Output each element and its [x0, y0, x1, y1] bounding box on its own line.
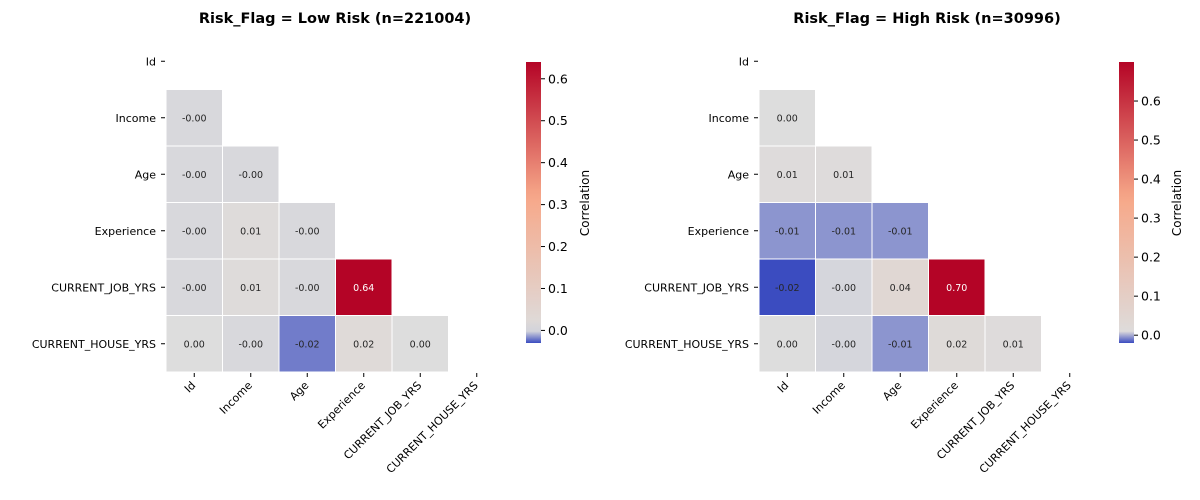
y-tick-label: CURRENT_JOB_YRS: [51, 281, 156, 294]
cell-value-label: 0.01: [240, 283, 261, 294]
cell-value-label: 0.00: [184, 339, 205, 350]
heatmap-cell: [335, 315, 393, 373]
heatmap-cell: [165, 145, 223, 203]
heatmap-cell: [928, 258, 986, 316]
chart-title: Risk_Flag = Low Risk (n=221004): [199, 11, 471, 27]
y-tick-label: Id: [146, 55, 156, 68]
heatmap-cell: [815, 258, 873, 316]
colorbar-tick-label: 0.6: [1141, 94, 1161, 109]
heatmap-cell: [222, 258, 280, 316]
cell-value-label: -0.00: [182, 170, 207, 181]
y-tick-label: Experience: [95, 225, 157, 238]
colorbar-tick-label: 0.3: [1141, 211, 1161, 226]
y-tick-label: Age: [728, 168, 750, 181]
cell-value-label: 0.00: [777, 113, 798, 124]
cell-value-label: -0.02: [775, 283, 800, 294]
heatmap-cell: [815, 202, 873, 260]
x-tick-label: Id: [775, 379, 791, 395]
heatmap-cell: [391, 315, 449, 373]
heatmap-cell: [278, 315, 336, 373]
heatmap-cell: [335, 258, 393, 316]
colorbar-tick-label: 0.1: [1141, 289, 1161, 304]
x-tick-label: CURRENT_HOUSE_YRS: [384, 379, 481, 476]
cell-value-label: -0.02: [295, 339, 320, 350]
cell-value-label: -0.00: [182, 226, 207, 237]
y-tick-label: Income: [709, 112, 750, 125]
y-tick-label: CURRENT_JOB_YRS: [644, 281, 749, 294]
heatmap-cell: [984, 315, 1042, 373]
cell-value-label: -0.00: [295, 226, 320, 237]
x-tick-label: Id: [182, 379, 198, 395]
colorbar-label: Correlation: [578, 170, 592, 236]
cell-value-label: 0.02: [353, 339, 374, 350]
colorbar-tick-label: 0.1: [548, 281, 568, 296]
x-tick-label: Age: [287, 379, 311, 403]
cell-value-label: 0.01: [1003, 339, 1024, 350]
colorbar-tick-label: 0.0: [548, 323, 568, 338]
x-tick-label: Experience: [315, 379, 368, 432]
heatmap-cell: [871, 315, 929, 373]
cell-value-label: -0.00: [831, 283, 856, 294]
cell-value-label: -0.01: [775, 226, 800, 237]
cell-value-label: 0.01: [240, 226, 261, 237]
cell-value-label: -0.00: [238, 339, 263, 350]
cell-value-label: -0.01: [831, 226, 856, 237]
colorbar-label: Correlation: [1170, 170, 1184, 236]
heatmap-cell: [758, 202, 816, 260]
cell-value-label: 0.64: [353, 283, 374, 294]
heatmap-cell: [165, 89, 223, 147]
colorbar-tick-label: 0.5: [548, 113, 568, 128]
cell-value-label: -0.00: [238, 170, 263, 181]
y-tick-label: Experience: [688, 225, 750, 238]
y-tick-label: Income: [116, 112, 157, 125]
cell-value-label: 0.01: [777, 170, 798, 181]
cell-value-label: -0.00: [295, 283, 320, 294]
cell-value-label: 0.02: [946, 339, 967, 350]
y-tick-label: Age: [135, 168, 157, 181]
colorbar-tick-label: 0.4: [548, 155, 568, 170]
colorbar: [526, 62, 541, 343]
cell-value-label: 0.00: [410, 339, 431, 350]
heatmap-cell: [871, 258, 929, 316]
colorbar-tick-label: 0.0: [1141, 328, 1161, 343]
y-tick-label: Id: [739, 55, 749, 68]
heatmap-cell: [222, 315, 280, 373]
chart-title: Risk_Flag = High Risk (n=30996): [793, 11, 1060, 27]
heatmap-cell: [928, 315, 986, 373]
y-tick-label: CURRENT_HOUSE_YRS: [625, 338, 749, 351]
heatmap-panel-high-risk: Risk_Flag = High Risk (n=30996) Correlat…: [625, 11, 1184, 476]
x-tick-label: Income: [810, 379, 848, 417]
colorbar-tick-label: 0.3: [548, 197, 568, 212]
heatmap-cell: [871, 202, 929, 260]
x-tick-label: Age: [880, 379, 904, 403]
colorbar-tick-label: 0.2: [1141, 250, 1161, 265]
heatmap-cell: [815, 315, 873, 373]
heatmap-cell: [758, 89, 816, 147]
heatmap-panel-low-risk: Risk_Flag = Low Risk (n=221004) Correlat…: [32, 11, 592, 476]
heatmap-cell: [758, 258, 816, 316]
x-tick-label: Experience: [908, 379, 961, 432]
colorbar-tick-label: 0.4: [1141, 172, 1161, 187]
cell-value-label: -0.00: [831, 339, 856, 350]
colorbar-tick-label: 0.5: [1141, 133, 1161, 148]
cell-value-label: 0.00: [777, 339, 798, 350]
heatmap-cell: [222, 145, 280, 203]
cell-value-label: -0.01: [888, 339, 913, 350]
cell-value-label: -0.00: [182, 283, 207, 294]
colorbar-tick-label: 0.2: [548, 239, 568, 254]
heatmap-cell: [815, 145, 873, 203]
colorbar-tick-label: 0.6: [548, 71, 568, 86]
cell-value-label: -0.00: [182, 113, 207, 124]
x-tick-label: CURRENT_HOUSE_YRS: [977, 379, 1074, 476]
y-tick-label: CURRENT_HOUSE_YRS: [32, 338, 156, 351]
cell-value-label: -0.01: [888, 226, 913, 237]
cell-value-label: 0.04: [890, 283, 911, 294]
x-tick-label: Income: [217, 379, 255, 417]
colorbar: [1119, 62, 1134, 343]
cell-value-label: 0.70: [946, 283, 967, 294]
cell-value-label: 0.01: [833, 170, 854, 181]
heatmap-cell: [278, 202, 336, 260]
